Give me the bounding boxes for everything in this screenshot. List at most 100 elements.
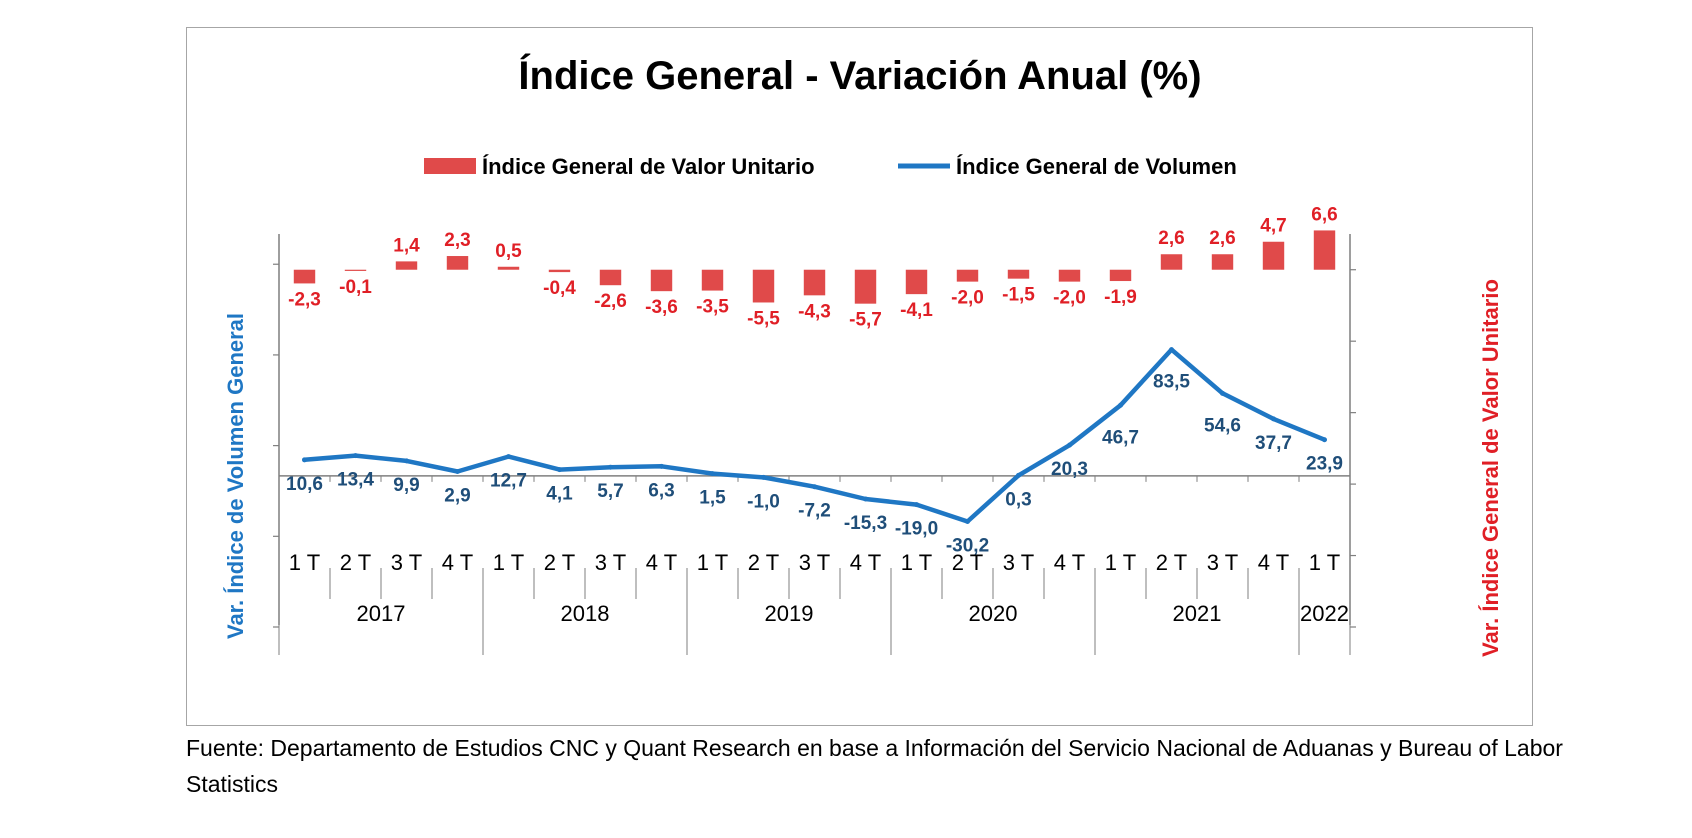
volume-point <box>659 463 664 469</box>
volume-point <box>914 502 919 508</box>
volume-data-label: 6,3 <box>648 480 674 501</box>
legend-line-label: Índice General de Volumen <box>956 154 1237 179</box>
unit-value-data-label: -5,5 <box>747 308 780 329</box>
year-label: 2019 <box>765 601 814 626</box>
volume-data-label: 4,1 <box>546 484 573 505</box>
unit-value-data-label: -2,3 <box>288 289 321 310</box>
unit-value-data-label: -4,3 <box>798 301 831 322</box>
unit-value-data-label: 6,6 <box>1311 204 1337 225</box>
volume-data-label: 5,7 <box>597 481 623 502</box>
quarter-label: 3 T <box>391 550 422 575</box>
unit-value-bars: -2,3 -0,1 1,4 2,3 0,5 -0,4 -2,6 -3,6 -3,5 -5,5 -4,… <box>288 204 1338 330</box>
quarter-label: 4 T <box>442 550 473 575</box>
quarter-label: 2 T <box>544 550 575 575</box>
volume-data-label: -15,3 <box>844 513 887 534</box>
volume-data-label: 54,6 <box>1204 415 1241 436</box>
quarter-label: 4 T <box>646 550 677 575</box>
year-label: 2018 <box>561 601 610 626</box>
unit-value-data-label: -2,6 <box>594 291 627 312</box>
volume-data-label: 12,7 <box>490 471 527 492</box>
unit-value-bar <box>701 269 724 291</box>
unit-value-bar <box>1058 269 1081 282</box>
volume-data-label: 2,9 <box>444 485 470 506</box>
volume-point <box>1118 402 1123 408</box>
quarter-label: 1 T <box>1309 550 1340 575</box>
unit-value-data-label: -0,4 <box>543 278 576 299</box>
unit-value-bar <box>548 269 571 273</box>
legend: Índice General de Valor Unitario Índice … <box>424 154 1237 179</box>
quarter-label: 1 T <box>493 550 524 575</box>
left-axis-title: Var. Índice de Volumen General <box>223 313 248 639</box>
volume-point <box>302 457 307 463</box>
unit-value-bar <box>446 256 469 270</box>
year-label: 2017 <box>357 601 406 626</box>
quarter-label: 2 T <box>340 550 371 575</box>
unit-value-data-label: -3,6 <box>645 297 678 318</box>
unit-value-bar <box>344 269 367 271</box>
unit-value-bar <box>1160 254 1183 270</box>
unit-value-data-label: -2,0 <box>951 288 984 309</box>
volume-data-label: -1,0 <box>747 491 780 512</box>
volume-point <box>557 467 562 473</box>
unit-value-data-label: 2,6 <box>1209 228 1235 249</box>
year-label: 2021 <box>1173 601 1222 626</box>
volume-data-label: 46,7 <box>1102 427 1139 448</box>
volume-point <box>710 471 715 477</box>
volume-point <box>965 518 970 524</box>
volume-point <box>1322 437 1327 443</box>
unit-value-data-label: -3,5 <box>696 297 729 318</box>
volume-point <box>812 484 817 490</box>
unit-value-bar <box>293 269 316 284</box>
source-note: Fuente: Departamento de Estudios CNC y Q… <box>186 735 1563 797</box>
unit-value-data-label: -1,5 <box>1002 285 1035 306</box>
volume-data-label: 83,5 <box>1153 372 1190 393</box>
quarter-label: 1 T <box>901 550 932 575</box>
unit-value-data-label: 4,7 <box>1260 216 1286 237</box>
volume-point <box>1016 472 1021 478</box>
unit-value-bar <box>1262 241 1285 270</box>
unit-value-bar <box>497 266 520 270</box>
quarter-label: 1 T <box>289 550 320 575</box>
volume-point <box>1067 442 1072 448</box>
unit-value-bar <box>803 269 826 296</box>
chart-title: Índice General - Variación Anual (%) <box>518 53 1201 98</box>
volume-point <box>1271 416 1276 422</box>
volume-data-label: -19,0 <box>895 519 938 540</box>
quarter-label: 4 T <box>850 550 881 575</box>
legend-bar-label: Índice General de Valor Unitario <box>482 154 815 179</box>
volume-data-label: -30,2 <box>946 535 989 556</box>
quarter-label: 4 T <box>1054 550 1085 575</box>
unit-value-bar <box>650 269 673 292</box>
unit-value-data-label: -0,1 <box>339 277 372 298</box>
volume-data-label: 1,5 <box>699 488 726 509</box>
unit-value-bar <box>599 269 622 286</box>
legend-bar-swatch <box>424 158 476 174</box>
quarter-label: 4 T <box>1258 550 1289 575</box>
year-label: 2020 <box>969 601 1018 626</box>
volume-point <box>1220 390 1225 396</box>
axes <box>273 234 1356 655</box>
quarter-label: 3 T <box>1003 550 1034 575</box>
chart-svg: Índice General - Variación Anual (%) Índ… <box>223 53 1503 657</box>
unit-value-bar <box>956 269 979 282</box>
quarter-label: 1 T <box>697 550 728 575</box>
volume-data-label: 10,6 <box>286 474 323 495</box>
volume-data-label: 37,7 <box>1255 433 1292 454</box>
unit-value-data-label: -5,7 <box>849 310 882 331</box>
category-labels: 2017 2018 2019 2020 2021 2022 1 T 2 T 3 T 4 T 1 T 2… <box>289 550 1349 626</box>
volume-data-label: 13,4 <box>337 470 374 491</box>
right-axis-title: Var. Índice General de Valor Unitario <box>1478 279 1503 657</box>
quarter-label: 1 T <box>1105 550 1136 575</box>
volume-data-label: -7,2 <box>798 501 831 522</box>
unit-value-data-label: -1,9 <box>1104 287 1137 308</box>
unit-value-bar <box>854 269 877 304</box>
volume-point <box>353 453 358 459</box>
unit-value-data-label: 0,5 <box>495 241 522 262</box>
volume-point <box>1169 347 1174 353</box>
unit-value-bar <box>905 269 928 295</box>
year-label: 2022 <box>1300 601 1349 626</box>
unit-value-data-label: -2,0 <box>1053 288 1086 309</box>
quarter-label: 3 T <box>1207 550 1238 575</box>
volume-data-label: 20,3 <box>1051 459 1088 480</box>
unit-value-bar <box>1109 269 1132 282</box>
